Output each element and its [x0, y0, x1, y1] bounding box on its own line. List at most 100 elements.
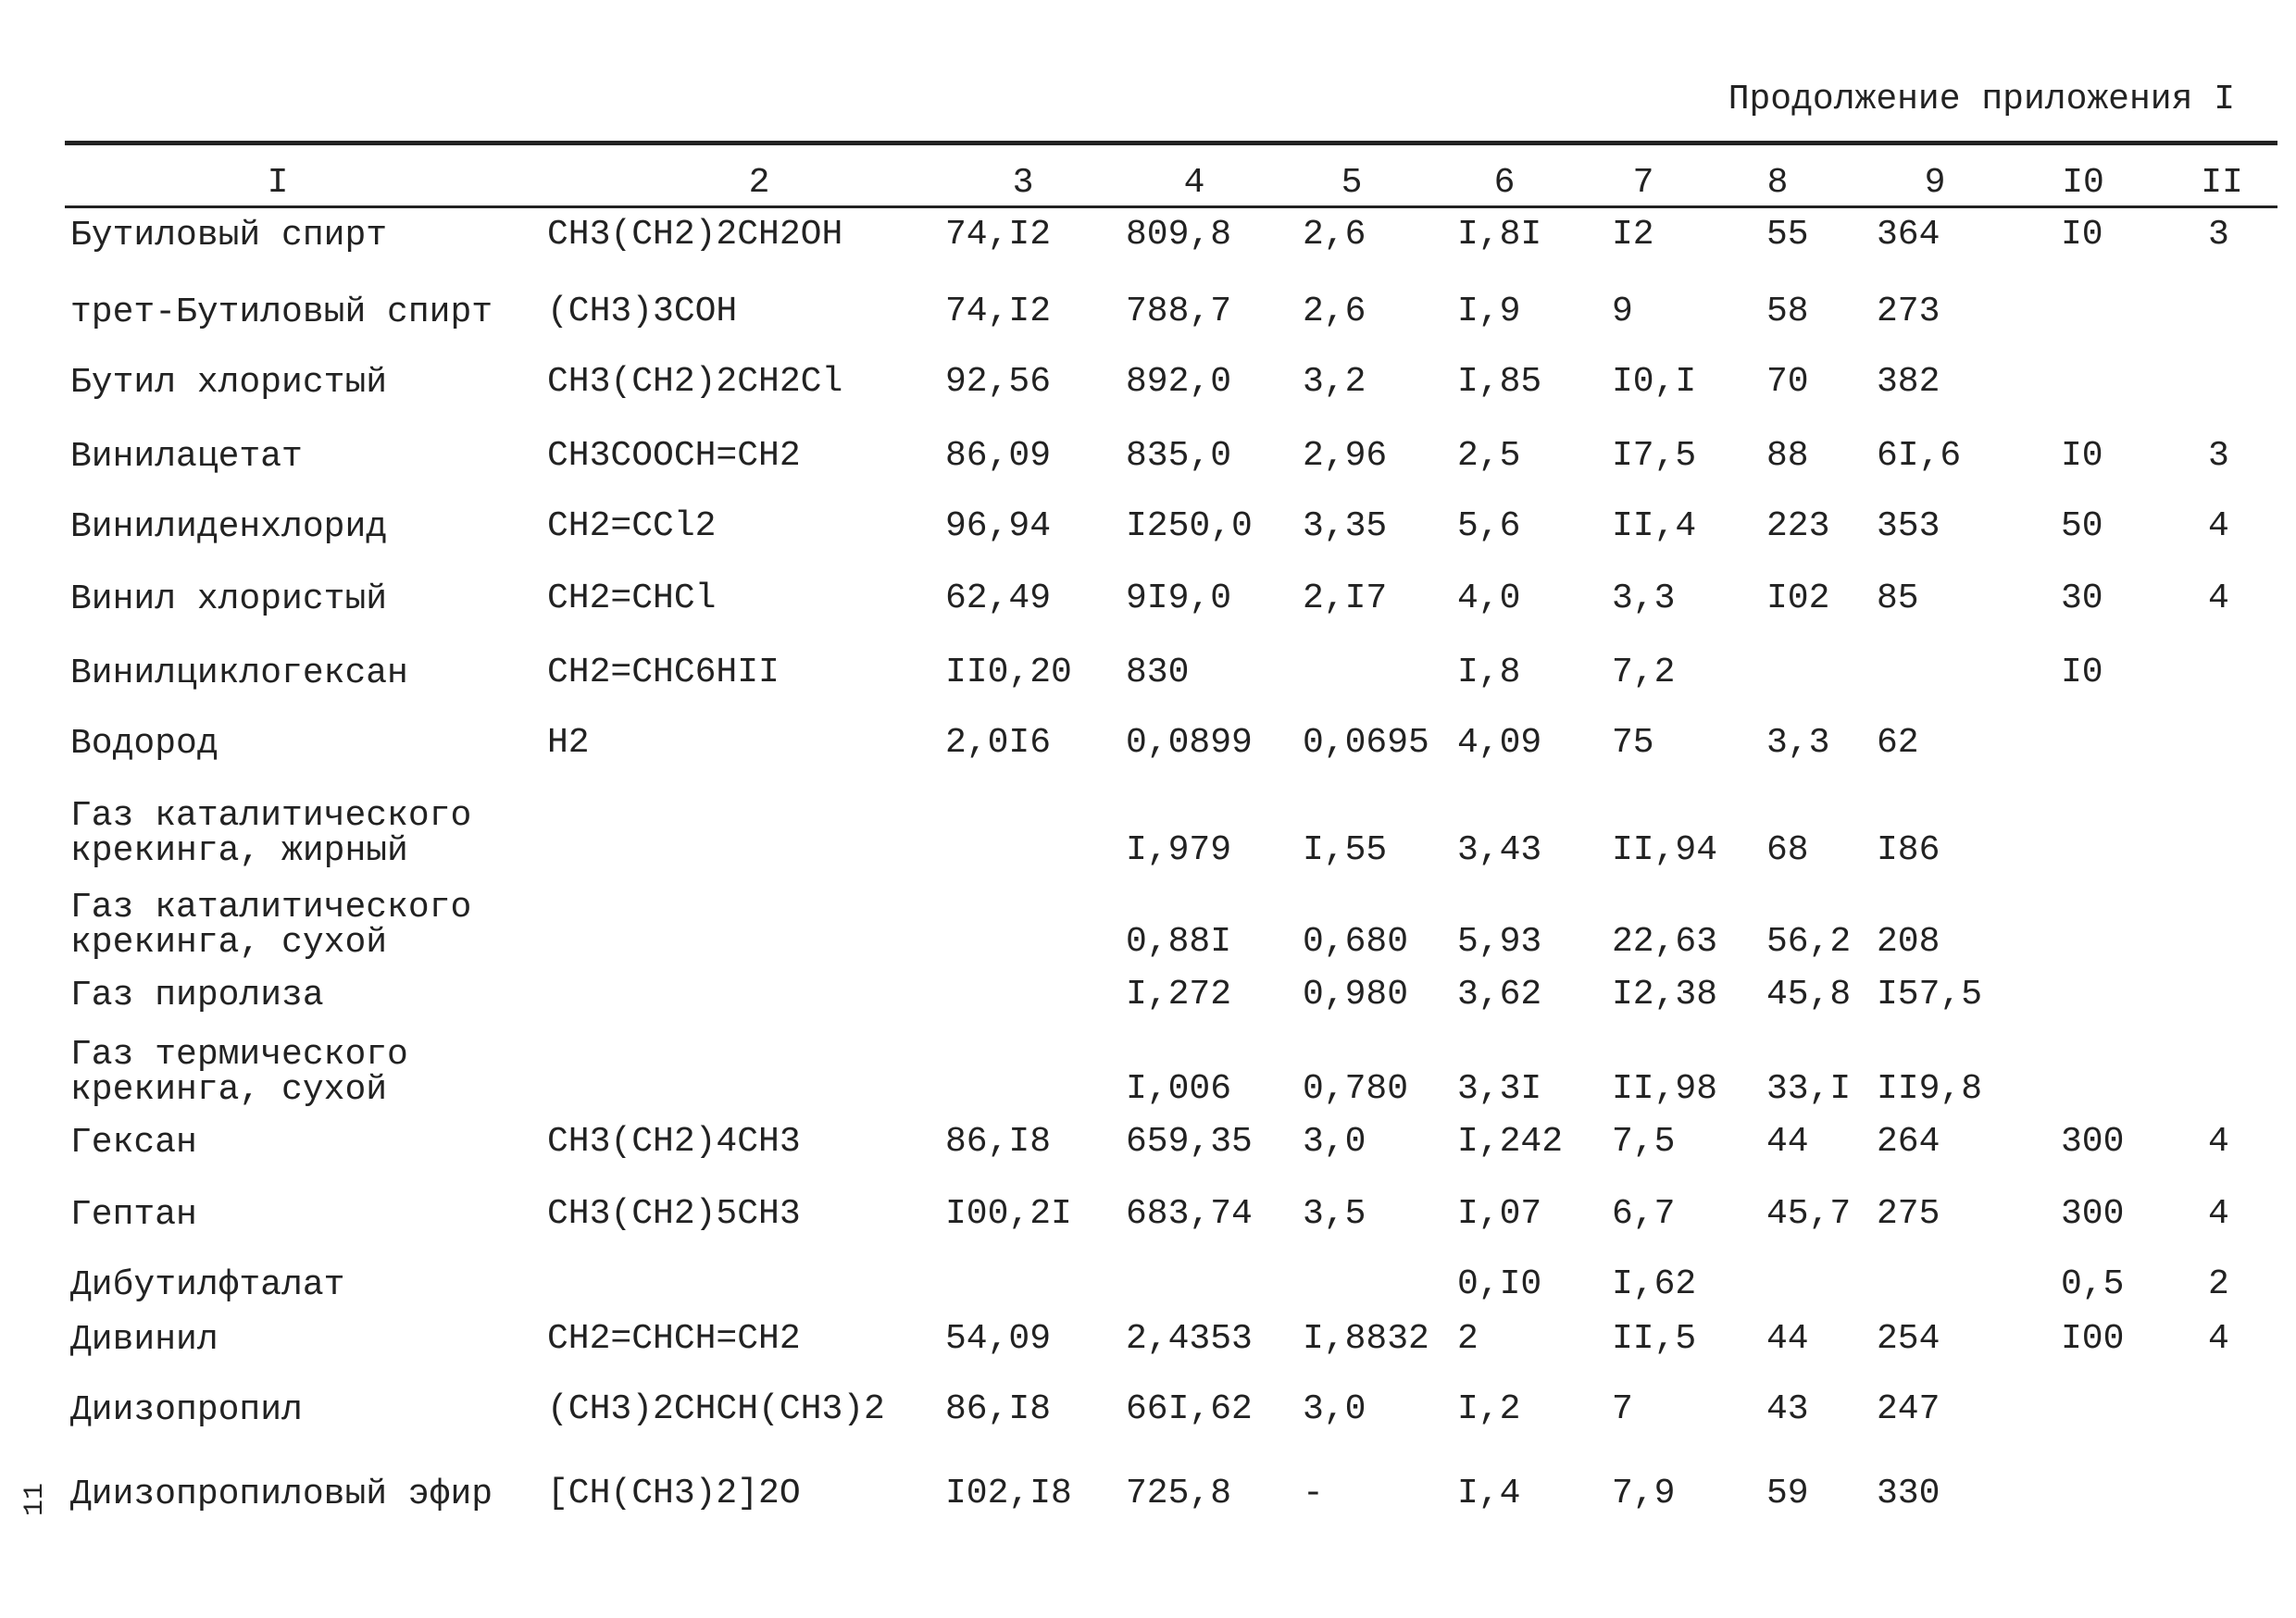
cell: 2: [1457, 1319, 1479, 1359]
cell: 264: [1877, 1122, 1940, 1162]
row-name: Бутиловый спирт: [70, 216, 388, 255]
cell: 0,0695: [1303, 723, 1429, 763]
cell: 4: [2208, 1122, 2229, 1162]
cell: I,62: [1612, 1264, 1697, 1304]
cell: I,4: [1457, 1474, 1521, 1513]
cell: 43: [1766, 1389, 1809, 1429]
cell: 92,56: [945, 362, 1052, 402]
cell: 208: [1877, 922, 1940, 962]
row-name: Винилциклогексан: [70, 653, 408, 693]
cell: 3,3: [1766, 723, 1830, 763]
cell: 364: [1877, 215, 1940, 255]
cell: 3,3: [1612, 579, 1676, 618]
formula: (CH3)2CHCH(CH3)2: [547, 1389, 885, 1429]
column-header: 4: [1183, 163, 1205, 203]
cell: I,9: [1457, 292, 1521, 331]
cell: 22,63: [1612, 922, 1718, 962]
page-title: Продолжение приложения I: [1728, 80, 2235, 119]
cell: 788,7: [1126, 292, 1232, 331]
cell: I0: [2061, 653, 2103, 692]
column-header: 3: [1012, 163, 1034, 203]
cell: 2,4353: [1126, 1319, 1253, 1359]
cell: 70: [1766, 362, 1809, 402]
cell: 2,5: [1457, 436, 1521, 476]
row-name: Гептан: [70, 1195, 197, 1235]
cell: I57,5: [1877, 975, 1983, 1014]
formula: CH3(CH2)2CH2Cl: [547, 362, 843, 402]
column-header: 5: [1341, 163, 1363, 203]
cell: 45,7: [1766, 1194, 1852, 1234]
row-name: Диизопропиловый эфир: [70, 1475, 493, 1514]
row-name: Винилиденхлорид: [70, 507, 388, 547]
formula: CH2=CHCH=CH2: [547, 1319, 801, 1359]
cell: 0,780: [1303, 1069, 1409, 1109]
row-name: Газ каталитического крекинга, жирный: [70, 796, 472, 871]
column-header: 9: [1924, 163, 1946, 203]
cell: I02: [1766, 579, 1830, 618]
cell: 88: [1766, 436, 1809, 476]
cell: 3,5: [1303, 1194, 1366, 1234]
cell: 2: [2208, 1264, 2229, 1304]
cell: 66I,62: [1126, 1389, 1253, 1429]
formula: H2: [547, 723, 590, 763]
cell: I7,5: [1612, 436, 1697, 476]
cell: I86: [1877, 830, 1940, 870]
cell: I0: [2061, 436, 2103, 476]
cell: II,98: [1612, 1069, 1718, 1109]
cell: 7,9: [1612, 1474, 1676, 1513]
cell: 382: [1877, 362, 1940, 402]
cell: I0,I: [1612, 362, 1697, 402]
cell: I,85: [1457, 362, 1542, 402]
cell: I,242: [1457, 1122, 1564, 1162]
column-header: 6: [1493, 163, 1516, 203]
column-header: I0: [2062, 163, 2104, 203]
column-header: II: [2201, 163, 2243, 203]
row-name: Гексан: [70, 1123, 197, 1163]
cell: 3,35: [1303, 506, 1388, 546]
cell: 7,5: [1612, 1122, 1676, 1162]
cell: -: [1303, 1474, 1324, 1513]
cell: 9I9,0: [1126, 579, 1232, 618]
table-top-rule: [65, 141, 2277, 145]
cell: 6,7: [1612, 1194, 1676, 1234]
cell: 830: [1126, 653, 1190, 692]
cell: 6I,6: [1877, 436, 1962, 476]
cell: II,5: [1612, 1319, 1697, 1359]
cell: 247: [1877, 1389, 1940, 1429]
cell: 74,I2: [945, 292, 1052, 331]
cell: 4: [2208, 579, 2229, 618]
column-header: 2: [748, 163, 770, 203]
cell: I0: [2061, 215, 2103, 255]
formula: CH3(CH2)4CH3: [547, 1122, 801, 1162]
cell: 59: [1766, 1474, 1809, 1513]
cell: 33,I: [1766, 1069, 1852, 1109]
cell: 44: [1766, 1319, 1809, 1359]
cell: I,272: [1126, 975, 1232, 1014]
cell: 3: [2208, 215, 2229, 255]
cell: I250,0: [1126, 506, 1253, 546]
cell: I,55: [1303, 830, 1388, 870]
cell: 0,I0: [1457, 1264, 1542, 1304]
cell: 30: [2061, 579, 2103, 618]
page-number: 11: [19, 1482, 52, 1517]
cell: 0,680: [1303, 922, 1409, 962]
cell: 86,09: [945, 436, 1052, 476]
cell: 659,35: [1126, 1122, 1253, 1162]
cell: 725,8: [1126, 1474, 1232, 1513]
cell: 2,6: [1303, 292, 1366, 331]
cell: I,8: [1457, 653, 1521, 692]
cell: I,979: [1126, 830, 1232, 870]
row-name: Дивинил: [70, 1320, 218, 1360]
cell: 74,I2: [945, 215, 1052, 255]
cell: I,8I: [1457, 215, 1542, 255]
cell: 353: [1877, 506, 1940, 546]
cell: 3: [2208, 436, 2229, 476]
cell: 4: [2208, 506, 2229, 546]
cell: 4: [2208, 1194, 2229, 1234]
cell: 835,0: [1126, 436, 1232, 476]
row-name: Газ термического крекинга, сухой: [70, 1035, 408, 1110]
row-name: Водород: [70, 724, 218, 764]
cell: 892,0: [1126, 362, 1232, 402]
cell: 68: [1766, 830, 1809, 870]
cell: 2,96: [1303, 436, 1388, 476]
